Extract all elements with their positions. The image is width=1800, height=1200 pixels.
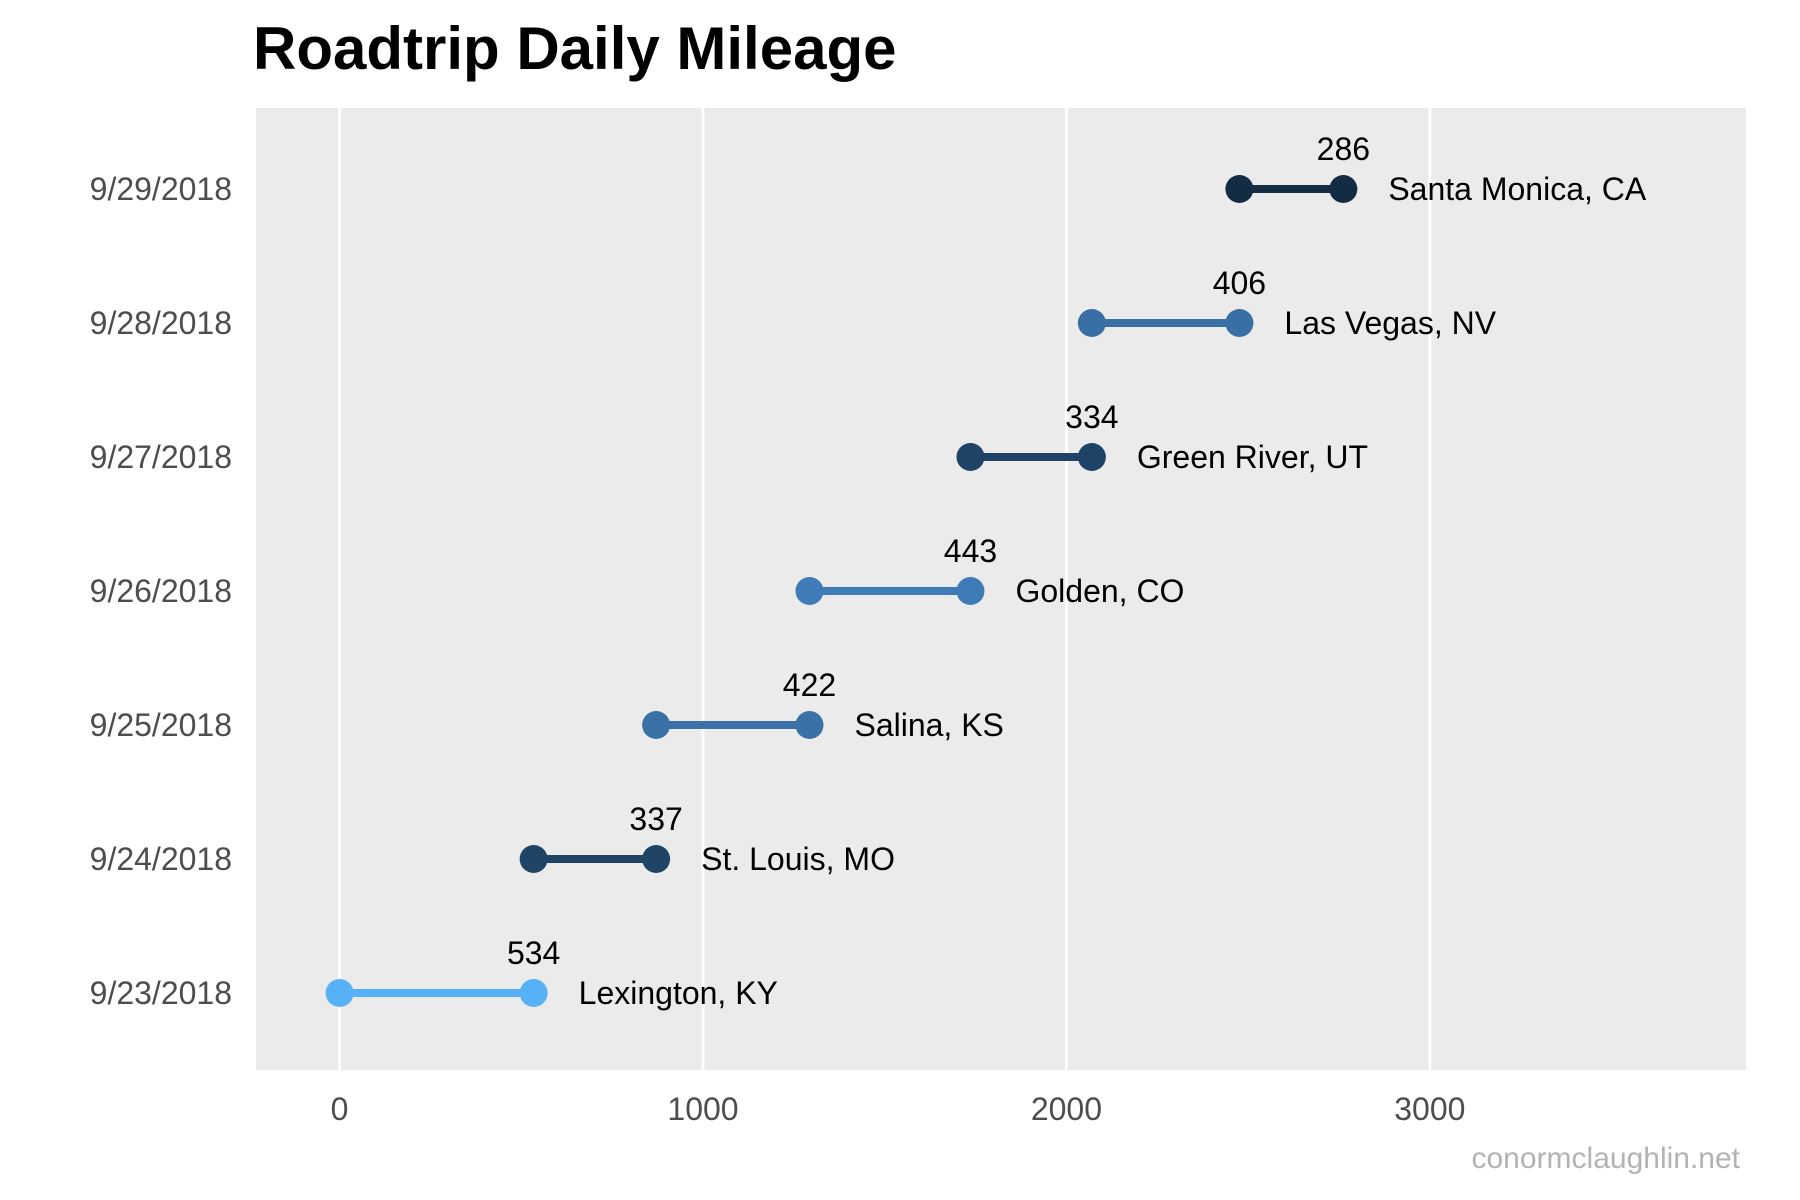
y-tick-label: 9/27/2018	[90, 439, 232, 475]
y-tick-label: 9/24/2018	[90, 841, 232, 877]
miles-label: 406	[1213, 265, 1266, 301]
x-tick-label: 2000	[1031, 1091, 1102, 1127]
y-axis-tick-labels: 9/23/2018 9/24/2018 9/25/2018 9/26/2018 9/27…	[90, 171, 232, 1011]
start-point	[795, 577, 824, 605]
y-tick-label: 9/28/2018	[90, 305, 232, 341]
data-labels: 534 Lexington, KY 337 St. Louis, MO 422 Salin…	[507, 131, 1647, 1011]
start-point	[325, 979, 354, 1007]
y-tick-label: 9/26/2018	[90, 573, 232, 609]
miles-label: 534	[507, 935, 560, 971]
miles-label: 337	[629, 801, 682, 837]
destination-label: St. Louis, MO	[701, 841, 895, 877]
x-tick-label: 3000	[1394, 1091, 1465, 1127]
y-tick-label: 9/25/2018	[90, 707, 232, 743]
destination-label: Green River, UT	[1137, 439, 1368, 475]
y-tick-label: 9/29/2018	[90, 171, 232, 207]
start-point	[1225, 175, 1254, 203]
end-point	[1077, 443, 1106, 471]
destination-label: Las Vegas, NV	[1284, 305, 1496, 341]
chart-title: Roadtrip Daily Mileage	[253, 15, 897, 82]
end-point	[519, 979, 548, 1007]
start-point	[642, 711, 671, 739]
destination-label: Lexington, KY	[579, 975, 778, 1011]
end-point	[795, 711, 824, 739]
dumbbell-series	[325, 175, 1358, 1007]
x-tick-label: 1000	[667, 1091, 738, 1127]
destination-label: Santa Monica, CA	[1388, 171, 1647, 207]
start-point	[519, 845, 548, 873]
destination-label: Salina, KS	[854, 707, 1003, 743]
y-tick-label: 9/23/2018	[90, 975, 232, 1011]
end-point	[642, 845, 671, 873]
plot-panel	[256, 108, 1746, 1070]
miles-label: 443	[944, 533, 997, 569]
start-point	[956, 443, 985, 471]
destination-label: Golden, CO	[1015, 573, 1184, 609]
chart-caption: conormclaughlin.net	[1471, 1142, 1741, 1175]
miles-label: 422	[783, 667, 836, 703]
x-axis-tick-labels: 0 1000 2000 3000	[331, 1091, 1466, 1127]
end-point	[1225, 309, 1254, 337]
miles-label: 334	[1065, 399, 1118, 435]
x-tick-label: 0	[331, 1091, 349, 1127]
miles-label: 286	[1317, 131, 1370, 167]
gridlines	[338, 108, 1432, 1070]
end-point	[1329, 175, 1358, 203]
start-point	[1077, 309, 1106, 337]
end-point	[956, 577, 985, 605]
